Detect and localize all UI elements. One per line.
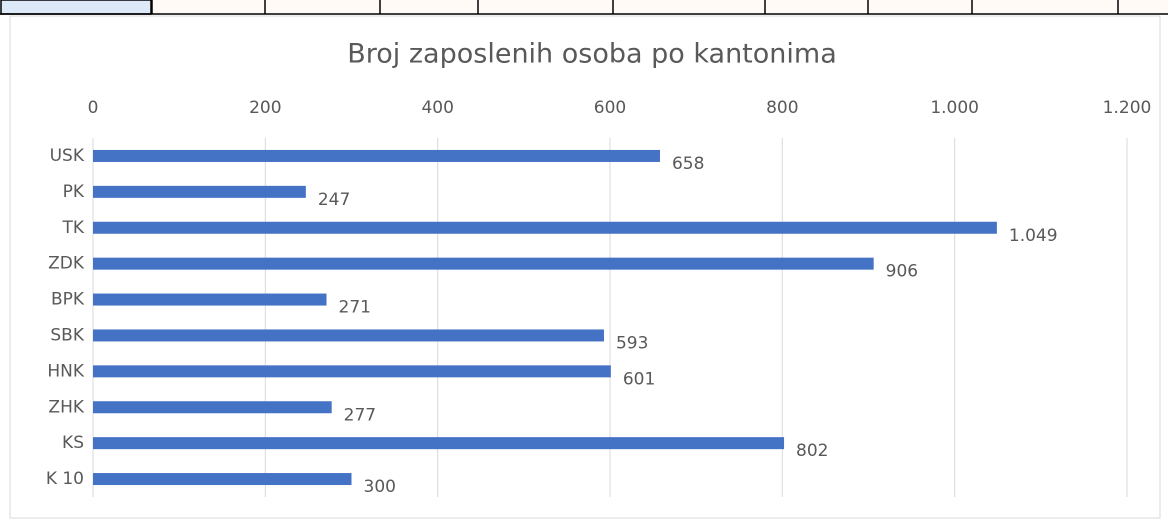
bar	[93, 149, 660, 162]
x-tick-label: 800	[766, 98, 798, 118]
data-label: 601	[623, 369, 655, 389]
bar	[93, 185, 306, 198]
bar	[93, 257, 874, 270]
y-tick-label: PK	[63, 182, 85, 202]
data-label: 1.049	[1009, 226, 1058, 246]
y-tick-label: USK	[50, 146, 85, 166]
y-tick-label: ZHK	[48, 397, 84, 417]
y-tick-label: KS	[62, 433, 84, 453]
data-label: 658	[672, 154, 704, 174]
x-tick-label: 1.200	[1103, 98, 1152, 118]
bar	[93, 293, 327, 306]
x-tick-label: 0	[88, 98, 99, 118]
sheet-row	[0, 0, 1168, 14]
bar	[93, 221, 997, 234]
data-label: 593	[616, 333, 648, 353]
selected-cell	[0, 0, 152, 15]
data-label: 300	[364, 477, 396, 497]
y-tick-label: SBK	[50, 325, 84, 345]
x-tick-label: 400	[421, 98, 453, 118]
chart-title: Broj zaposlenih osoba po kantonima	[347, 39, 837, 70]
x-tick-label: 200	[249, 98, 281, 118]
data-label: 271	[339, 298, 371, 318]
y-tick-label: ZDK	[48, 254, 85, 274]
data-label: 277	[344, 405, 376, 425]
y-tick-label: BPK	[51, 290, 85, 310]
bar	[93, 437, 785, 450]
data-label: 906	[886, 262, 918, 282]
sheet-cells	[0, 0, 1168, 15]
bar	[93, 401, 332, 414]
data-label: 247	[318, 190, 350, 210]
x-tick-label: 600	[594, 98, 626, 118]
y-tick-label: HNK	[47, 361, 85, 381]
y-tick-label: K 10	[46, 469, 84, 489]
data-label: 802	[796, 441, 828, 461]
y-tick-label: TK	[61, 218, 84, 238]
bar	[93, 473, 352, 486]
bar	[93, 329, 604, 342]
bar	[93, 365, 611, 378]
x-tick-label: 1.000	[930, 98, 979, 118]
